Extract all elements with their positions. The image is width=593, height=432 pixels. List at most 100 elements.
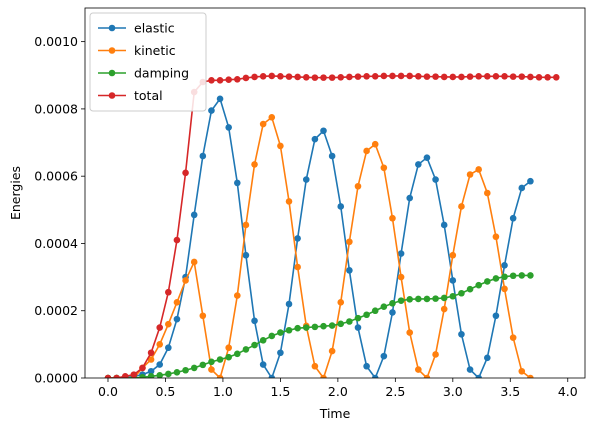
data-point-elastic (518, 184, 526, 192)
data-point-total (466, 73, 474, 80)
data-point-total (259, 72, 267, 80)
data-point-total (346, 73, 353, 81)
data-point-total (104, 374, 112, 378)
data-point-kinetic (328, 347, 336, 355)
data-point-total (302, 73, 310, 81)
x-tick-label: 4.0 (558, 384, 578, 399)
series-line-elastic (107, 97, 531, 378)
data-point-kinetic (216, 374, 224, 378)
data-point-elastic (251, 317, 258, 325)
y-tick-label: 0.0008 (34, 101, 78, 116)
legend-swatch-marker (108, 92, 116, 99)
data-point-elastic (277, 349, 284, 357)
legend-box (89, 12, 207, 112)
data-point-damping (492, 275, 500, 282)
data-point-kinetic (415, 366, 422, 373)
data-point-kinetic (173, 299, 181, 306)
x-axis: 0.0 0.5 1.0 1.5 2.0 2.5 3.0 3.5 4.0 (98, 378, 578, 399)
data-point-total (285, 73, 293, 80)
data-point-damping (328, 322, 336, 329)
series-line-kinetic (107, 115, 531, 378)
data-point-total (113, 374, 120, 378)
data-point-damping (466, 285, 474, 293)
data-point-elastic (190, 211, 198, 219)
data-point-elastic (527, 177, 534, 185)
data-point-elastic (397, 250, 405, 257)
data-point-damping (268, 332, 276, 340)
y-axis-label: Energies (8, 166, 23, 220)
data-point-kinetic (225, 344, 232, 352)
y-tick-label: 0.0002 (34, 303, 78, 318)
data-point-damping (380, 303, 388, 310)
data-point-damping (251, 341, 258, 349)
data-point-damping (484, 278, 491, 285)
data-point-kinetic (251, 161, 258, 168)
data-point-total (527, 73, 534, 81)
data-point-elastic (466, 366, 474, 373)
legend-item-kinetic: kinetic (98, 43, 176, 58)
data-point-elastic (475, 374, 482, 378)
data-point-damping (302, 324, 310, 331)
data-point-kinetic (346, 238, 353, 246)
data-point-kinetic (363, 147, 370, 155)
data-point-damping (199, 361, 207, 369)
data-point-total (544, 73, 551, 81)
series-line-damping (107, 274, 531, 378)
data-point-total (173, 236, 181, 244)
legend-label: total (134, 88, 163, 103)
data-point-kinetic (285, 198, 293, 205)
data-point-total (225, 76, 232, 83)
data-point-damping (173, 368, 181, 376)
plot-frame (84, 7, 586, 379)
data-point-kinetic (406, 329, 414, 336)
data-point-total (475, 72, 482, 80)
data-point-kinetic (182, 277, 189, 284)
data-point-elastic (389, 309, 396, 316)
data-point-kinetic (371, 140, 379, 148)
y-tick-label: 0.0006 (34, 169, 78, 184)
data-point-total (216, 77, 224, 84)
data-point-total (242, 74, 250, 82)
legend-swatch-marker (108, 47, 116, 54)
data-point-elastic (311, 135, 319, 143)
data-point-elastic (320, 127, 327, 135)
data-point-elastic (147, 367, 155, 375)
series-kinetic (104, 114, 534, 378)
data-point-kinetic (449, 251, 457, 259)
data-point-damping (415, 295, 422, 303)
data-point-kinetic (199, 312, 207, 320)
data-point-elastic (165, 344, 172, 352)
data-point-total (328, 74, 336, 81)
data-point-kinetic (190, 258, 198, 266)
data-point-total (139, 364, 146, 372)
data-point-kinetic (380, 164, 388, 172)
data-point-total (440, 73, 448, 81)
x-tick-label: 0.5 (156, 384, 176, 399)
x-tick-label: 3.0 (443, 384, 463, 399)
data-point-total (354, 73, 362, 80)
y-tick-label: 0.0000 (34, 371, 78, 386)
x-tick-label: 2.0 (328, 384, 348, 399)
data-point-damping (242, 346, 250, 353)
data-point-elastic (173, 315, 181, 323)
data-point-damping (190, 364, 198, 372)
data-point-damping (285, 326, 293, 334)
legend-label: elastic (134, 21, 175, 36)
data-point-total (484, 72, 491, 80)
data-point-damping (294, 324, 301, 332)
x-tick-label: 0.0 (98, 384, 118, 399)
data-point-damping (277, 329, 284, 336)
data-point-kinetic (440, 305, 448, 313)
data-point-kinetic (397, 273, 405, 281)
y-tick-label: 0.0010 (34, 34, 78, 49)
data-point-damping (165, 370, 172, 378)
x-tick-label: 2.5 (385, 384, 405, 399)
data-point-damping (389, 300, 396, 307)
data-point-total (371, 72, 379, 80)
legend-swatch-marker (108, 69, 116, 77)
series-layer (104, 72, 560, 378)
data-point-damping (509, 272, 517, 280)
data-point-elastic (337, 203, 345, 210)
data-point-damping (432, 295, 439, 302)
data-point-elastic (432, 176, 439, 183)
